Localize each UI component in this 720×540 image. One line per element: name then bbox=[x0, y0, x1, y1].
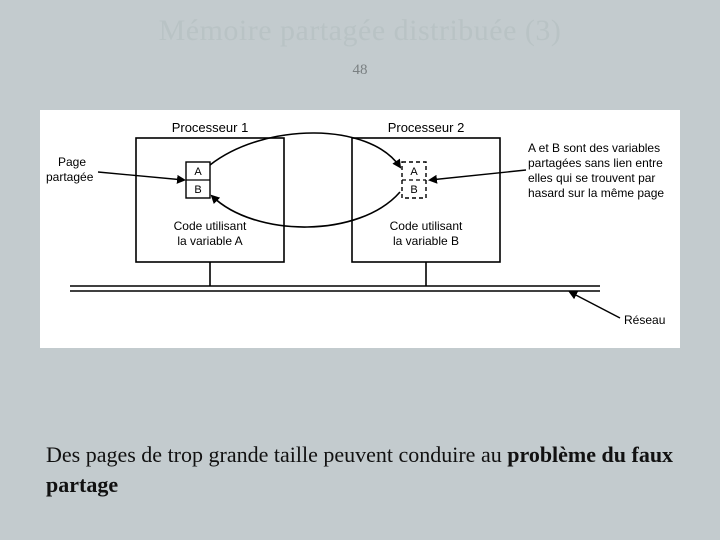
diagram-svg: Processeur 1 Processeur 2 A B A B Code u… bbox=[40, 110, 680, 348]
arrow-reseau bbox=[570, 292, 620, 318]
reseau-label: Réseau bbox=[624, 313, 665, 327]
page-number: 48 bbox=[0, 62, 720, 79]
page-partagee-l2: partagée bbox=[46, 170, 94, 184]
cell-a2: A bbox=[410, 166, 418, 178]
cell-b2: B bbox=[410, 184, 417, 196]
note-l3: elles qui se trouvent par bbox=[528, 171, 655, 185]
cell-a1: A bbox=[194, 166, 202, 178]
note-l1: A et B sont des variables bbox=[528, 141, 660, 155]
diagram: Processeur 1 Processeur 2 A B A B Code u… bbox=[40, 110, 680, 348]
note-l2: partagées sans lien entre bbox=[528, 156, 663, 170]
note-l4: hasard sur la même page bbox=[528, 186, 664, 200]
arrow-note bbox=[430, 170, 526, 180]
slide: Mémoire partagée distribuée (3) 48 Proce… bbox=[0, 0, 720, 540]
caption: Des pages de trop grande taille peuvent … bbox=[46, 440, 686, 499]
proc2-label: Processeur 2 bbox=[388, 120, 465, 135]
slide-title: Mémoire partagée distribuée (3) bbox=[0, 14, 720, 48]
code2-line1: Code utilisant bbox=[390, 219, 463, 233]
caption-prefix: Des pages de trop grande taille peuvent … bbox=[46, 442, 507, 467]
cell-b1: B bbox=[194, 184, 201, 196]
proc1-label: Processeur 1 bbox=[172, 120, 249, 135]
code1-line1: Code utilisant bbox=[174, 219, 247, 233]
arrow-page-partagee bbox=[98, 172, 184, 180]
code1-line2: la variable A bbox=[177, 234, 242, 248]
code2-line2: la variable B bbox=[393, 234, 459, 248]
page-partagee-l1: Page bbox=[58, 155, 86, 169]
